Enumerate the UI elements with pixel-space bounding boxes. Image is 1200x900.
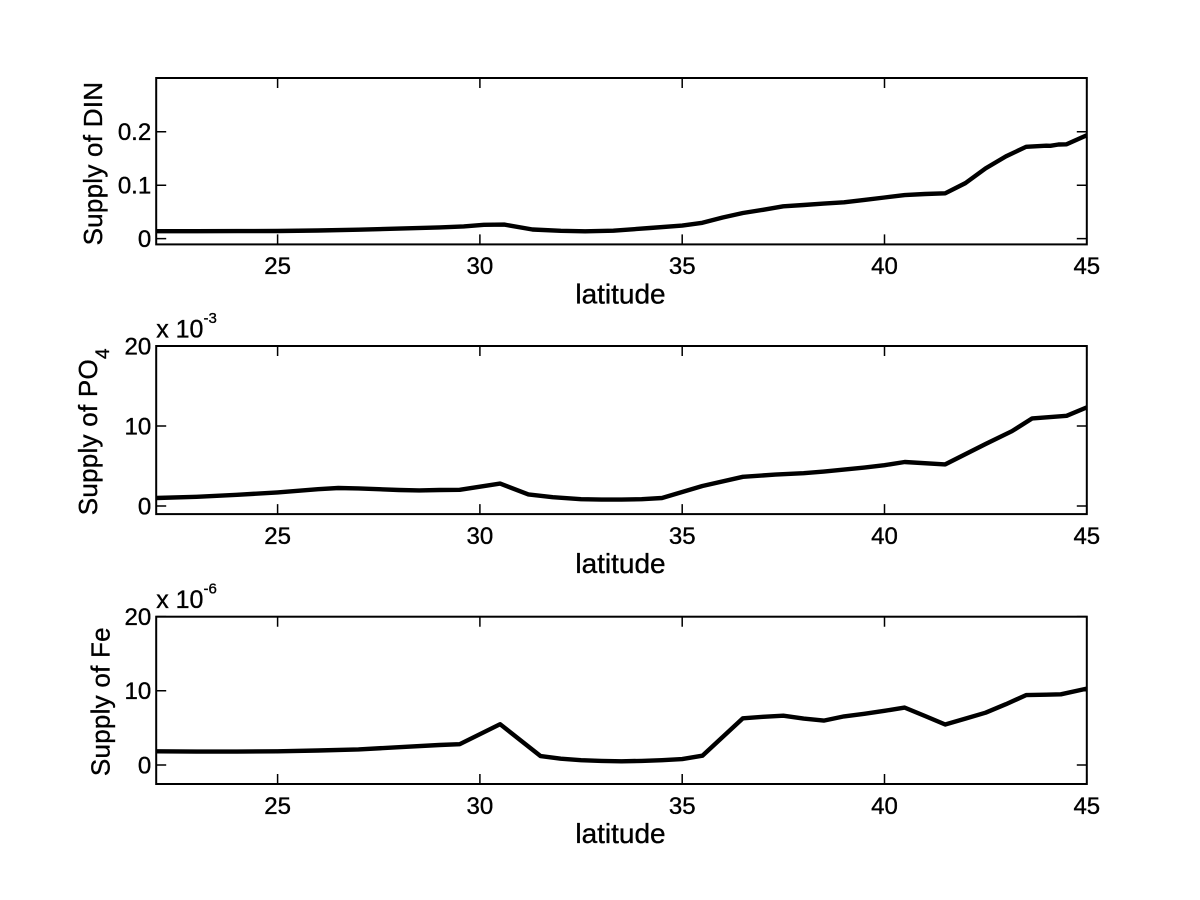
svg-text:25: 25 — [264, 253, 291, 280]
svg-text:45: 45 — [1073, 523, 1100, 550]
svg-text:x 10-3: x 10-3 — [156, 310, 217, 344]
svg-text:Supply of Fe: Supply of Fe — [85, 627, 115, 776]
svg-text:35: 35 — [669, 253, 696, 280]
svg-text:20: 20 — [124, 333, 151, 360]
svg-text:45: 45 — [1073, 793, 1100, 820]
svg-text:0: 0 — [138, 493, 151, 520]
svg-text:10: 10 — [124, 413, 151, 440]
svg-text:25: 25 — [264, 793, 291, 820]
svg-text:30: 30 — [467, 523, 494, 550]
svg-text:30: 30 — [467, 253, 494, 280]
svg-text:25: 25 — [264, 523, 291, 550]
svg-text:latitude: latitude — [575, 818, 665, 849]
svg-text:0.2: 0.2 — [118, 119, 151, 146]
svg-text:40: 40 — [871, 253, 898, 280]
svg-text:latitude: latitude — [575, 278, 665, 309]
svg-text:40: 40 — [871, 793, 898, 820]
svg-text:0: 0 — [138, 752, 151, 779]
svg-text:20: 20 — [124, 604, 151, 631]
svg-text:latitude: latitude — [575, 548, 665, 579]
svg-text:35: 35 — [669, 793, 696, 820]
svg-text:10: 10 — [124, 678, 151, 705]
svg-text:45: 45 — [1073, 253, 1100, 280]
svg-text:30: 30 — [467, 793, 494, 820]
svg-text:35: 35 — [669, 523, 696, 550]
svg-text:Supply of DIN: Supply of DIN — [78, 82, 108, 246]
svg-text:40: 40 — [871, 523, 898, 550]
svg-text:0.1: 0.1 — [118, 173, 151, 200]
svg-text:0: 0 — [138, 226, 151, 253]
